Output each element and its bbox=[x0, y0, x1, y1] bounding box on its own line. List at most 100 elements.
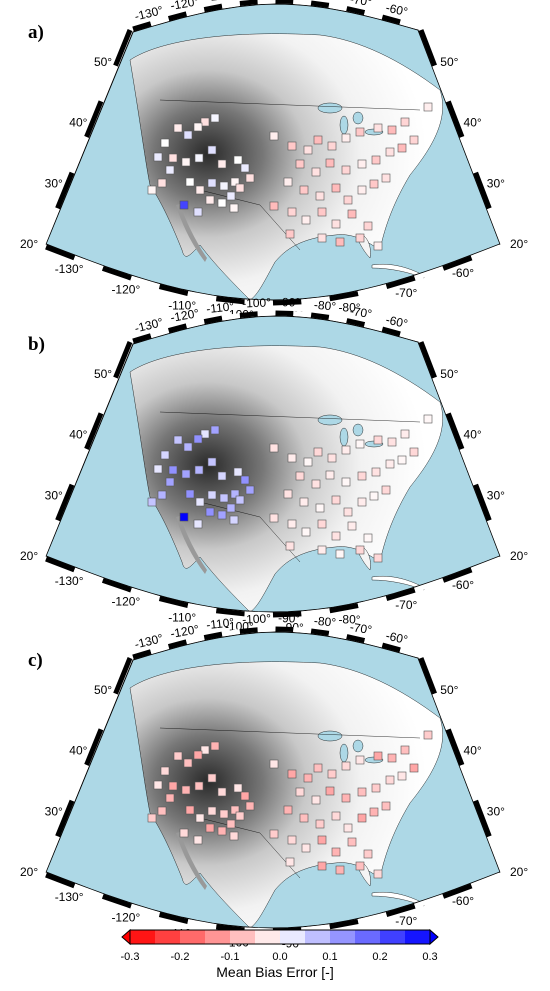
station-marker bbox=[347, 209, 357, 219]
colorbar-outline bbox=[129, 929, 431, 945]
frame-stripe bbox=[363, 638, 383, 648]
panel-label: c) bbox=[28, 650, 43, 671]
station-marker bbox=[183, 758, 193, 768]
station-marker bbox=[193, 122, 203, 132]
station-marker bbox=[381, 173, 391, 183]
colorbar-bin bbox=[405, 930, 431, 944]
station-marker bbox=[385, 459, 395, 469]
frame-stripe bbox=[150, 328, 170, 339]
lon-tick-label: -110° bbox=[168, 298, 196, 312]
station-marker bbox=[205, 823, 215, 833]
station-marker bbox=[325, 470, 335, 480]
frame-stripe bbox=[84, 412, 104, 450]
station-marker bbox=[205, 195, 215, 205]
frame-stripe bbox=[432, 64, 451, 103]
frame-stripe bbox=[445, 728, 465, 766]
station-marker bbox=[165, 793, 175, 803]
frame-stripe bbox=[328, 630, 348, 640]
frame-stripe bbox=[130, 275, 161, 289]
station-marker bbox=[387, 125, 397, 135]
lat-tick-label: 30° bbox=[45, 804, 63, 818]
frame-stripe bbox=[414, 578, 445, 593]
station-marker bbox=[400, 745, 410, 755]
station-marker bbox=[193, 519, 203, 529]
station-marker bbox=[341, 761, 351, 771]
station-marker bbox=[183, 130, 193, 140]
station-marker bbox=[311, 795, 321, 805]
station-marker bbox=[226, 503, 236, 513]
station-marker bbox=[287, 519, 297, 529]
map-frame bbox=[45, 3, 501, 301]
station-marker bbox=[331, 495, 341, 505]
frame-stripe bbox=[84, 100, 104, 138]
colorbar-bin bbox=[330, 930, 356, 944]
station-marker bbox=[327, 141, 337, 151]
great-lake bbox=[317, 730, 343, 742]
frame-stripe bbox=[381, 14, 401, 25]
lon-tick-label: -60° bbox=[384, 629, 409, 648]
station-marker bbox=[335, 549, 345, 559]
lon-tick-label: -70° bbox=[349, 620, 373, 637]
station-marker bbox=[325, 786, 335, 796]
frame-stripe bbox=[113, 29, 133, 67]
station-marker bbox=[387, 753, 397, 763]
frame-stripe bbox=[45, 872, 76, 889]
frame-stripe bbox=[272, 299, 302, 306]
station-marker bbox=[313, 447, 323, 457]
station-marker bbox=[373, 869, 383, 879]
colorbar-tick-label: 0.1 bbox=[322, 951, 338, 963]
frame-stripe bbox=[418, 29, 438, 67]
lon-tick-label: -70° bbox=[395, 286, 417, 300]
frame-stripe bbox=[221, 629, 241, 637]
great-lake bbox=[352, 423, 364, 437]
frame-stripe bbox=[45, 244, 76, 261]
lat-tick-label: 30° bbox=[487, 804, 505, 818]
station-marker bbox=[355, 545, 365, 555]
station-marker bbox=[315, 819, 325, 829]
lat-tick-label: 40° bbox=[464, 428, 482, 442]
station-marker bbox=[283, 489, 293, 499]
lat-tick-label: 50° bbox=[94, 367, 112, 381]
station-marker bbox=[230, 805, 240, 815]
station-marker bbox=[341, 133, 351, 143]
frame-stripe bbox=[445, 100, 465, 138]
frame-stripe bbox=[346, 634, 366, 643]
frame-stripe bbox=[69, 764, 89, 802]
station-marker bbox=[397, 143, 407, 153]
frame-stripe bbox=[385, 903, 416, 917]
station-marker bbox=[193, 835, 203, 845]
station-marker bbox=[343, 823, 353, 833]
frame-stripe bbox=[187, 291, 217, 302]
station-marker bbox=[311, 167, 321, 177]
station-marker bbox=[157, 806, 167, 816]
station-marker bbox=[341, 477, 351, 487]
station-marker bbox=[217, 159, 227, 169]
station-marker bbox=[233, 783, 243, 793]
great-lake bbox=[339, 115, 349, 135]
station-marker bbox=[287, 453, 297, 463]
frame-stripe bbox=[310, 312, 330, 320]
frame-stripe bbox=[203, 315, 223, 325]
frame-stripe bbox=[98, 692, 118, 731]
station-marker bbox=[233, 155, 243, 165]
station-marker bbox=[287, 141, 297, 151]
frame-stripe bbox=[399, 331, 419, 342]
frame-stripe bbox=[158, 596, 189, 608]
station-marker bbox=[387, 437, 397, 447]
frame-stripe bbox=[101, 266, 132, 281]
station-marker bbox=[229, 831, 239, 841]
station-marker bbox=[245, 173, 255, 183]
frame-stripe bbox=[244, 611, 274, 618]
frame-stripe bbox=[73, 567, 104, 583]
station-marker bbox=[147, 185, 157, 195]
frame-stripe bbox=[272, 611, 302, 618]
station-marker bbox=[381, 485, 391, 495]
station-marker bbox=[179, 512, 189, 522]
colorbar-over-arrow bbox=[429, 928, 439, 946]
station-marker bbox=[207, 457, 217, 467]
station-marker bbox=[165, 477, 175, 487]
station-marker bbox=[303, 457, 313, 467]
station-marker bbox=[283, 177, 293, 187]
frame-stripe bbox=[40, 207, 60, 245]
station-marker bbox=[181, 785, 191, 795]
